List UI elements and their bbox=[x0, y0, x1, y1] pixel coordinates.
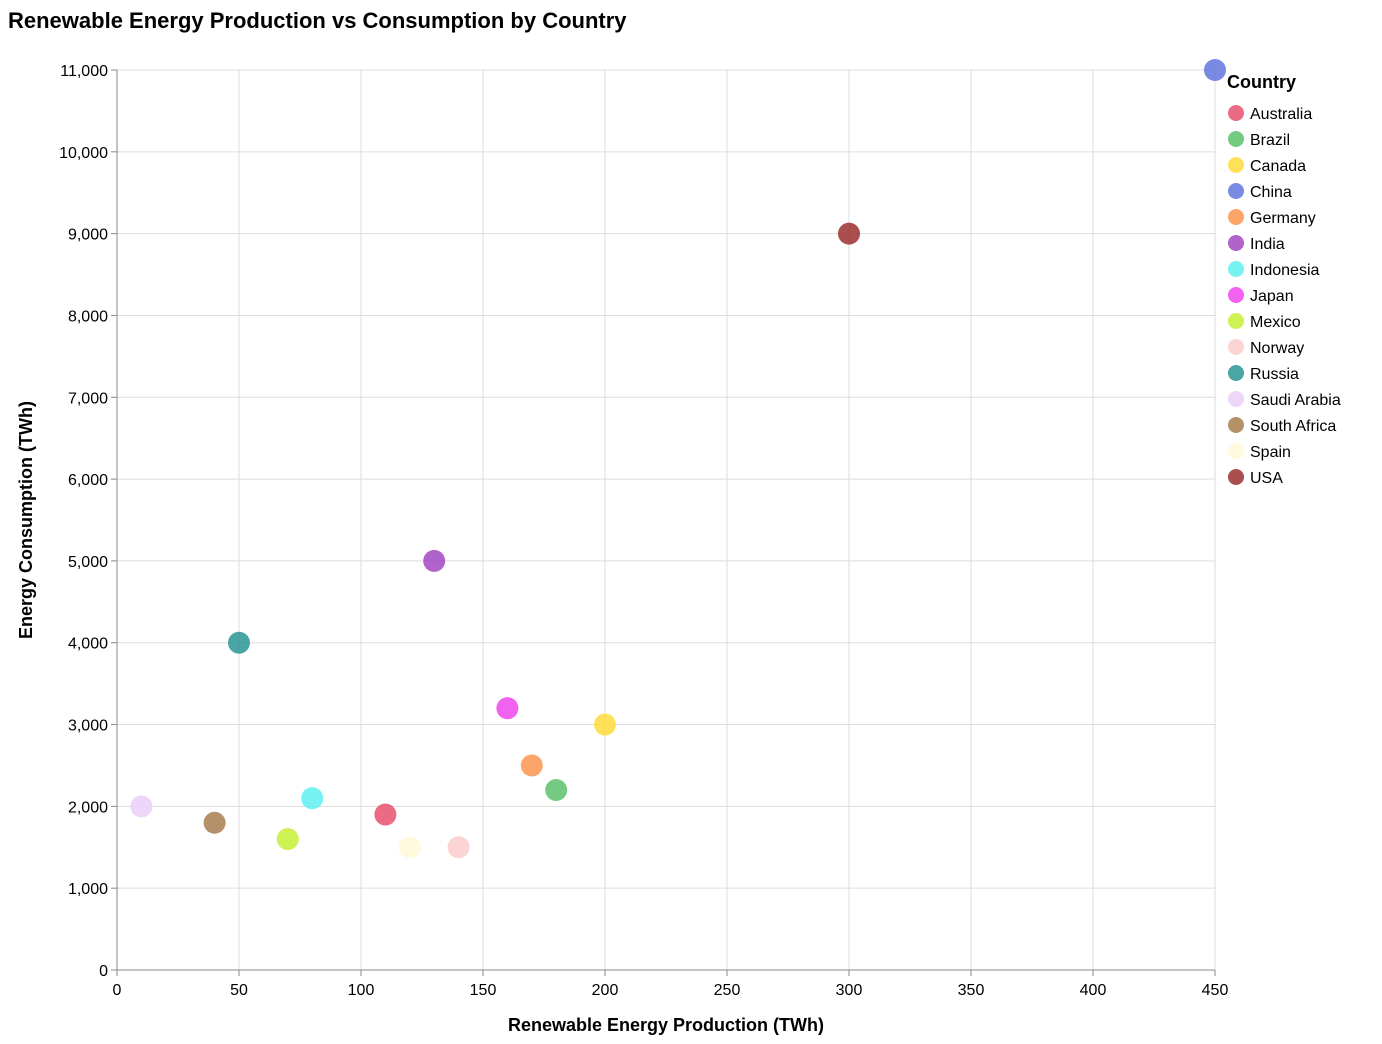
x-tick-label: 50 bbox=[230, 982, 248, 999]
point-japan bbox=[496, 697, 519, 720]
point-south-africa bbox=[203, 811, 226, 834]
legend-swatch bbox=[1228, 391, 1244, 407]
point-india bbox=[423, 549, 446, 572]
x-tick-label: 0 bbox=[113, 982, 122, 999]
point-china bbox=[1204, 59, 1226, 81]
point-norway bbox=[447, 836, 470, 859]
x-tick-label: 200 bbox=[592, 982, 619, 999]
legend-label: Japan bbox=[1250, 288, 1294, 305]
x-tick-label: 350 bbox=[958, 982, 985, 999]
point-usa bbox=[838, 222, 860, 245]
y-axis-title: Energy Consumption (TWh) bbox=[16, 401, 36, 639]
y-tick-label: 4,000 bbox=[68, 636, 108, 653]
legend-swatch bbox=[1228, 183, 1244, 199]
x-tick-label: 100 bbox=[348, 982, 375, 999]
legend-label: USA bbox=[1250, 470, 1283, 487]
legend-label: Indonesia bbox=[1250, 262, 1319, 279]
y-tick-label: 11,000 bbox=[60, 63, 108, 80]
axes: 0 50 100 150 200 250 300 350 400 450 0 1,000 2,000 3,… bbox=[59, 63, 1228, 999]
x-tick-label: 450 bbox=[1202, 982, 1229, 999]
y-tick-label: 6,000 bbox=[68, 472, 108, 489]
legend-label: Brazil bbox=[1250, 132, 1290, 149]
point-brazil bbox=[545, 779, 568, 801]
point-indonesia bbox=[301, 787, 324, 810]
point-canada bbox=[594, 713, 616, 736]
legend-label: Russia bbox=[1250, 366, 1299, 383]
y-tick-label: 7,000 bbox=[68, 390, 108, 407]
y-tick-label: 2,000 bbox=[68, 799, 108, 816]
legend-label: China bbox=[1250, 184, 1292, 201]
x-tick-label: 300 bbox=[836, 982, 863, 999]
legend: Country Australia Brazil Canada China Germany… bbox=[1227, 72, 1341, 487]
y-tick-label: 5,000 bbox=[68, 554, 108, 571]
legend-swatch bbox=[1228, 157, 1244, 173]
y-tick-label: 9,000 bbox=[68, 227, 108, 244]
point-spain bbox=[398, 836, 421, 859]
legend-swatch bbox=[1228, 339, 1244, 355]
x-tick-label: 150 bbox=[470, 982, 497, 999]
point-saudi-arabia bbox=[130, 795, 153, 818]
legend-swatch bbox=[1228, 105, 1244, 121]
point-germany bbox=[520, 754, 543, 777]
legend-label: Norway bbox=[1250, 340, 1304, 357]
legend-label: Australia bbox=[1250, 106, 1312, 123]
legend-label: India bbox=[1250, 236, 1285, 253]
y-tick-label: 8,000 bbox=[68, 308, 108, 325]
legend-swatch bbox=[1228, 313, 1244, 329]
y-tick-label: 1,000 bbox=[68, 881, 108, 898]
legend-swatch bbox=[1228, 443, 1244, 459]
y-tick-label: 10,000 bbox=[59, 145, 108, 162]
point-russia bbox=[228, 631, 250, 654]
point-australia bbox=[374, 803, 397, 826]
legend-swatch bbox=[1228, 261, 1244, 277]
legend-label: Mexico bbox=[1250, 314, 1301, 331]
legend-swatch bbox=[1228, 209, 1244, 225]
x-axis-title: Renewable Energy Production (TWh) bbox=[508, 1015, 824, 1035]
point-mexico bbox=[276, 828, 299, 851]
legend-label: Germany bbox=[1250, 210, 1316, 227]
legend-swatch bbox=[1228, 365, 1244, 381]
legend-label: Spain bbox=[1250, 444, 1291, 461]
x-tick-label: 250 bbox=[714, 982, 741, 999]
legend-swatch bbox=[1228, 235, 1244, 251]
legend-swatch bbox=[1228, 417, 1244, 433]
legend-title: Country bbox=[1227, 72, 1296, 92]
legend-swatch bbox=[1228, 287, 1244, 303]
y-tick-label: 0 bbox=[99, 963, 108, 980]
chart-title: Renewable Energy Production vs Consumpti… bbox=[8, 8, 627, 33]
legend-swatch bbox=[1228, 469, 1244, 485]
legend-swatch bbox=[1228, 131, 1244, 147]
legend-label: Saudi Arabia bbox=[1250, 392, 1341, 409]
legend-label: Canada bbox=[1250, 158, 1306, 175]
y-tick-label: 3,000 bbox=[68, 718, 108, 735]
data-points bbox=[130, 59, 1226, 859]
x-tick-label: 400 bbox=[1080, 982, 1107, 999]
legend-label: South Africa bbox=[1250, 418, 1336, 435]
